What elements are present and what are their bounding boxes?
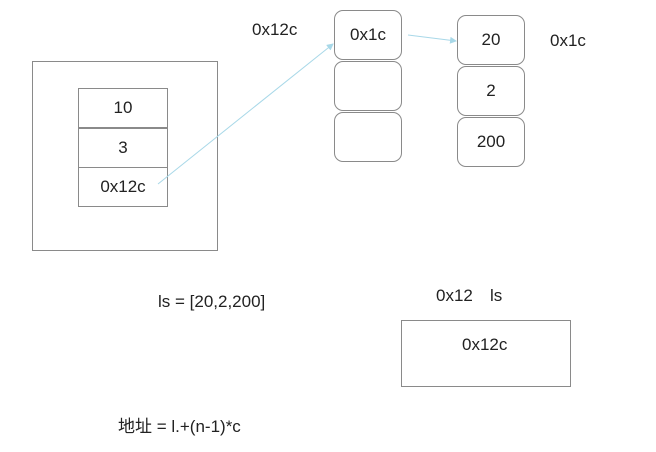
list-slot-1: 0x1c <box>334 10 402 60</box>
int-block-cell-1: 20 <box>457 15 525 65</box>
list-slot-3 <box>334 112 402 162</box>
arrow-stack-to-list <box>157 43 334 185</box>
variable-address: 0x12 <box>436 286 473 305</box>
variable-box-value: 0x12c <box>462 335 508 354</box>
arrow-list-to-int-block <box>407 34 457 44</box>
variable-box <box>401 320 571 387</box>
stack-frame-box <box>32 61 218 251</box>
int-block-address-label: 0x1c <box>550 31 586 50</box>
assignment-text: ls = [20,2,200] <box>158 292 266 311</box>
variable-name: ls <box>490 286 503 305</box>
stack-cell-3: 0x12c <box>78 167 168 207</box>
list-slot-2 <box>334 61 402 111</box>
int-block-cell-3: 200 <box>457 117 525 167</box>
stack-cell-1: 10 <box>78 88 168 128</box>
address-formula: 地址 = l.+(n-1)*c <box>118 417 241 436</box>
list-address-label: 0x12c <box>252 20 298 39</box>
int-block-cell-2: 2 <box>457 66 525 116</box>
